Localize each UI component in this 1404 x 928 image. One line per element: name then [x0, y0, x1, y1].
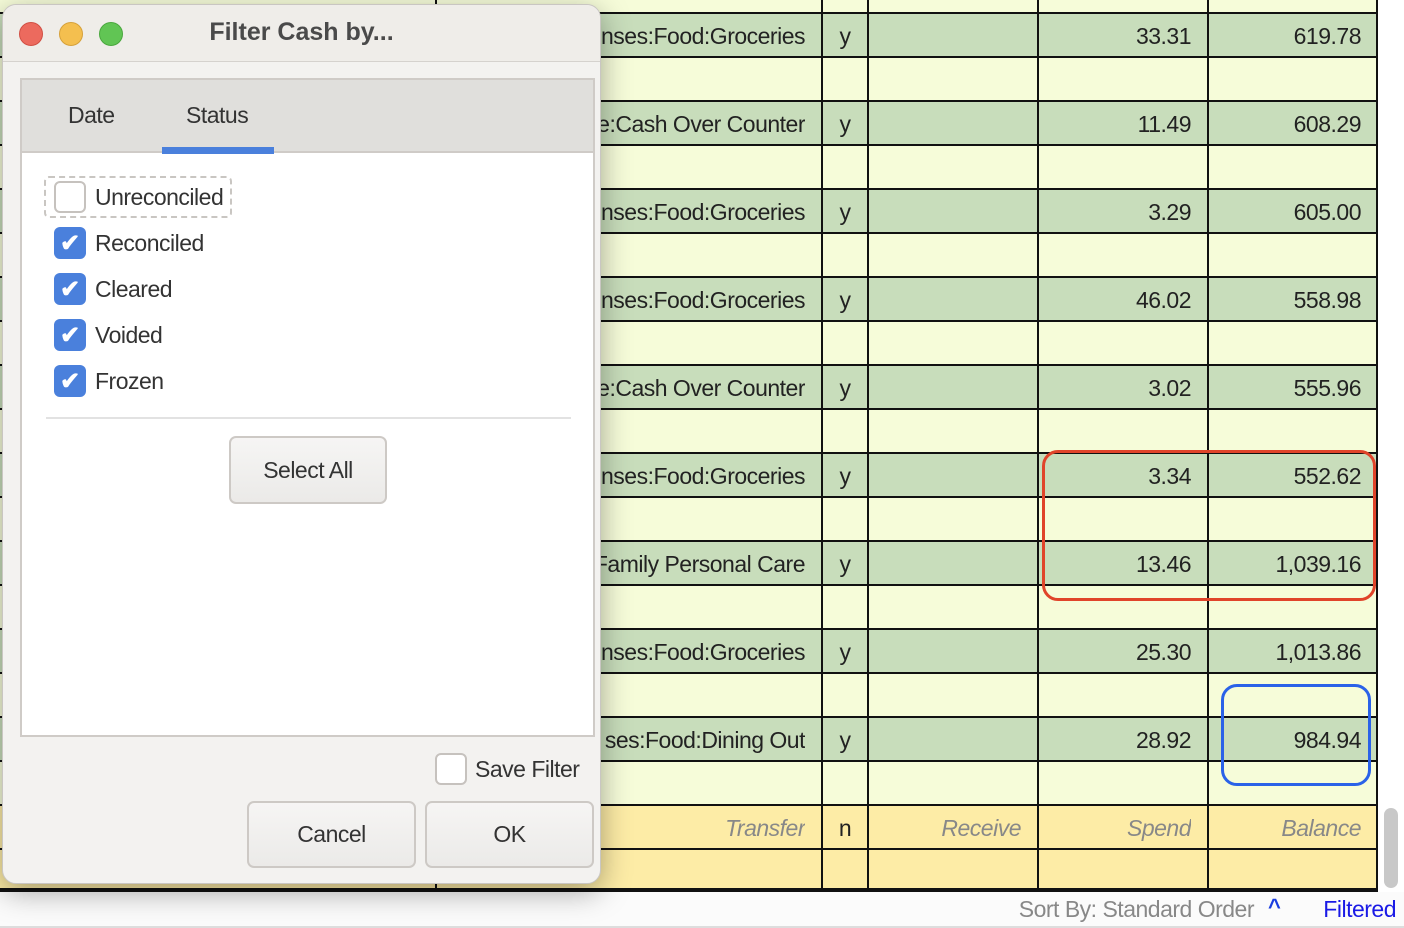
cell-reconcile[interactable]: y	[839, 199, 852, 225]
scrollbar-track[interactable]	[1378, 0, 1404, 892]
cell-receive[interactable]	[869, 630, 1021, 674]
cell-transfer[interactable]: Transfer	[725, 815, 805, 841]
column-divider	[1207, 0, 1209, 892]
tab-bar: Date Status	[22, 80, 593, 154]
divider	[46, 417, 571, 419]
cell-balance[interactable]: 619.78	[1293, 23, 1361, 49]
cell-balance[interactable]: 1,013.86	[1275, 639, 1361, 665]
status-bar: Sort By: Standard Order ^ Filtered	[0, 892, 1404, 928]
focus-ring	[44, 176, 232, 218]
cell-balance[interactable]: 605.00	[1293, 199, 1361, 225]
dialog-title: Filter Cash by...	[209, 18, 394, 46]
sort-by-label[interactable]: Sort By: Standard Order	[1018, 896, 1255, 922]
checkbox-label: Frozen	[95, 367, 164, 394]
cell-transfer[interactable]: nses:Food:Groceries	[601, 199, 805, 225]
checkbox-cleared[interactable]: ✔ Cleared	[54, 272, 173, 306]
cell-transfer[interactable]: e:Cash Over Counter	[597, 111, 805, 137]
column-divider	[1037, 0, 1039, 892]
cell-reconcile[interactable]: y	[839, 375, 852, 401]
cell-balance[interactable]: Balance	[1281, 815, 1361, 841]
cell-reconcile[interactable]: y	[839, 727, 852, 753]
cell-receive[interactable]	[869, 718, 1021, 762]
checkbox-label: Reconciled	[95, 229, 204, 256]
close-button[interactable]	[19, 22, 43, 46]
table-bottom-border	[0, 888, 1378, 892]
cell-spend[interactable]: 3.02	[1148, 375, 1191, 401]
cell-reconcile[interactable]: y	[839, 463, 852, 489]
cell-receive[interactable]	[869, 542, 1021, 586]
checkmark-icon[interactable]: ✔	[54, 227, 86, 259]
cell-spend[interactable]: 33.31	[1135, 23, 1191, 49]
filter-dialog: Filter Cash by... Date Status Unreconcil…	[2, 4, 601, 884]
cell-reconcile[interactable]: y	[839, 551, 852, 577]
cell-transfer[interactable]: nses:Food:Groceries	[601, 463, 805, 489]
cell-spend[interactable]: 28.92	[1135, 727, 1191, 753]
cell-receive[interactable]	[869, 278, 1021, 322]
filtered-label[interactable]: Filtered	[1323, 896, 1396, 922]
maximize-button[interactable]	[99, 22, 123, 46]
cell-receive[interactable]: Receive	[941, 815, 1021, 841]
cancel-button[interactable]: Cancel	[247, 801, 416, 868]
active-tab-indicator	[162, 147, 274, 154]
save-filter-label: Save Filter	[475, 755, 580, 782]
cell-reconcile[interactable]: y	[839, 111, 852, 137]
checkbox-label: Unreconciled	[95, 183, 224, 210]
cell-spend[interactable]: 11.49	[1137, 111, 1191, 137]
cell-reconcile[interactable]: y	[839, 287, 852, 313]
title-bar: Filter Cash by...	[3, 5, 600, 62]
cell-balance[interactable]: 1,039.16	[1275, 551, 1361, 577]
cell-receive[interactable]	[869, 366, 1021, 410]
register-table: nses:Food:Groceries y 33.31 619.78 e:Cash Ov…	[0, 0, 1378, 894]
cell-transfer[interactable]: ses:Food:Dining Out	[604, 727, 805, 753]
save-filter-checkbox[interactable]: Save Filter	[435, 753, 580, 785]
cell-balance[interactable]: 555.96	[1293, 375, 1361, 401]
checkmark-icon[interactable]: ✔	[54, 319, 86, 351]
column-divider	[1376, 0, 1378, 892]
cell-receive[interactable]	[869, 102, 1021, 146]
tab-view: Date Status Unreconciled ✔ Reconciled ✔ …	[20, 78, 595, 737]
checkbox-voided[interactable]: ✔ Voided	[54, 318, 163, 352]
cell-transfer[interactable]: Family Personal Care	[593, 551, 805, 577]
cell-balance[interactable]: 608.29	[1293, 111, 1361, 137]
cell-spend[interactable]: 3.29	[1148, 199, 1191, 225]
checkmark-icon[interactable]: ✔	[54, 365, 86, 397]
checkbox-unreconciled[interactable]: Unreconciled	[54, 180, 224, 214]
checkmark-icon[interactable]: ✔	[54, 273, 86, 305]
cell-balance[interactable]: 552.62	[1293, 463, 1361, 489]
scrollbar-thumb[interactable]	[1384, 808, 1398, 888]
column-divider	[867, 0, 869, 892]
tab-status[interactable]: Status	[186, 102, 249, 128]
cell-receive[interactable]	[869, 454, 1021, 498]
cell-spend[interactable]: 13.46	[1135, 551, 1191, 577]
select-all-button[interactable]: Select All	[229, 436, 387, 504]
checkbox-unchecked-icon[interactable]	[435, 753, 467, 785]
cell-reconcile[interactable]: y	[839, 23, 852, 49]
cell-spend[interactable]: 3.34	[1148, 463, 1191, 489]
checkbox-unchecked-icon[interactable]	[54, 181, 86, 213]
checkbox-label: Voided	[95, 321, 163, 348]
cell-reconcile[interactable]: n	[838, 815, 852, 841]
column-divider	[821, 0, 823, 892]
tab-date[interactable]: Date	[68, 102, 115, 128]
cell-receive[interactable]	[869, 190, 1021, 234]
cell-reconcile[interactable]: y	[839, 639, 852, 665]
checkbox-label: Cleared	[95, 275, 173, 302]
cell-spend[interactable]: 25.30	[1135, 639, 1191, 665]
cell-transfer[interactable]: nses:Food:Groceries	[601, 287, 805, 313]
cell-transfer[interactable]: e:Cash Over Counter	[597, 375, 805, 401]
cell-transfer[interactable]: nses:Food:Groceries	[601, 23, 805, 49]
cell-receive[interactable]	[869, 14, 1021, 58]
cell-balance[interactable]: 984.94	[1293, 727, 1361, 753]
checkbox-frozen[interactable]: ✔ Frozen	[54, 364, 164, 398]
cell-balance[interactable]: 558.98	[1293, 287, 1361, 313]
cell-spend[interactable]: Spend	[1126, 815, 1191, 841]
ok-button[interactable]: OK	[425, 801, 594, 868]
checkbox-reconciled[interactable]: ✔ Reconciled	[54, 226, 204, 260]
minimize-button[interactable]	[59, 22, 83, 46]
cell-transfer[interactable]: nses:Food:Groceries	[601, 639, 805, 665]
cell-spend[interactable]: 46.02	[1135, 287, 1191, 313]
chevron-up-icon[interactable]: ^	[1268, 894, 1281, 919]
